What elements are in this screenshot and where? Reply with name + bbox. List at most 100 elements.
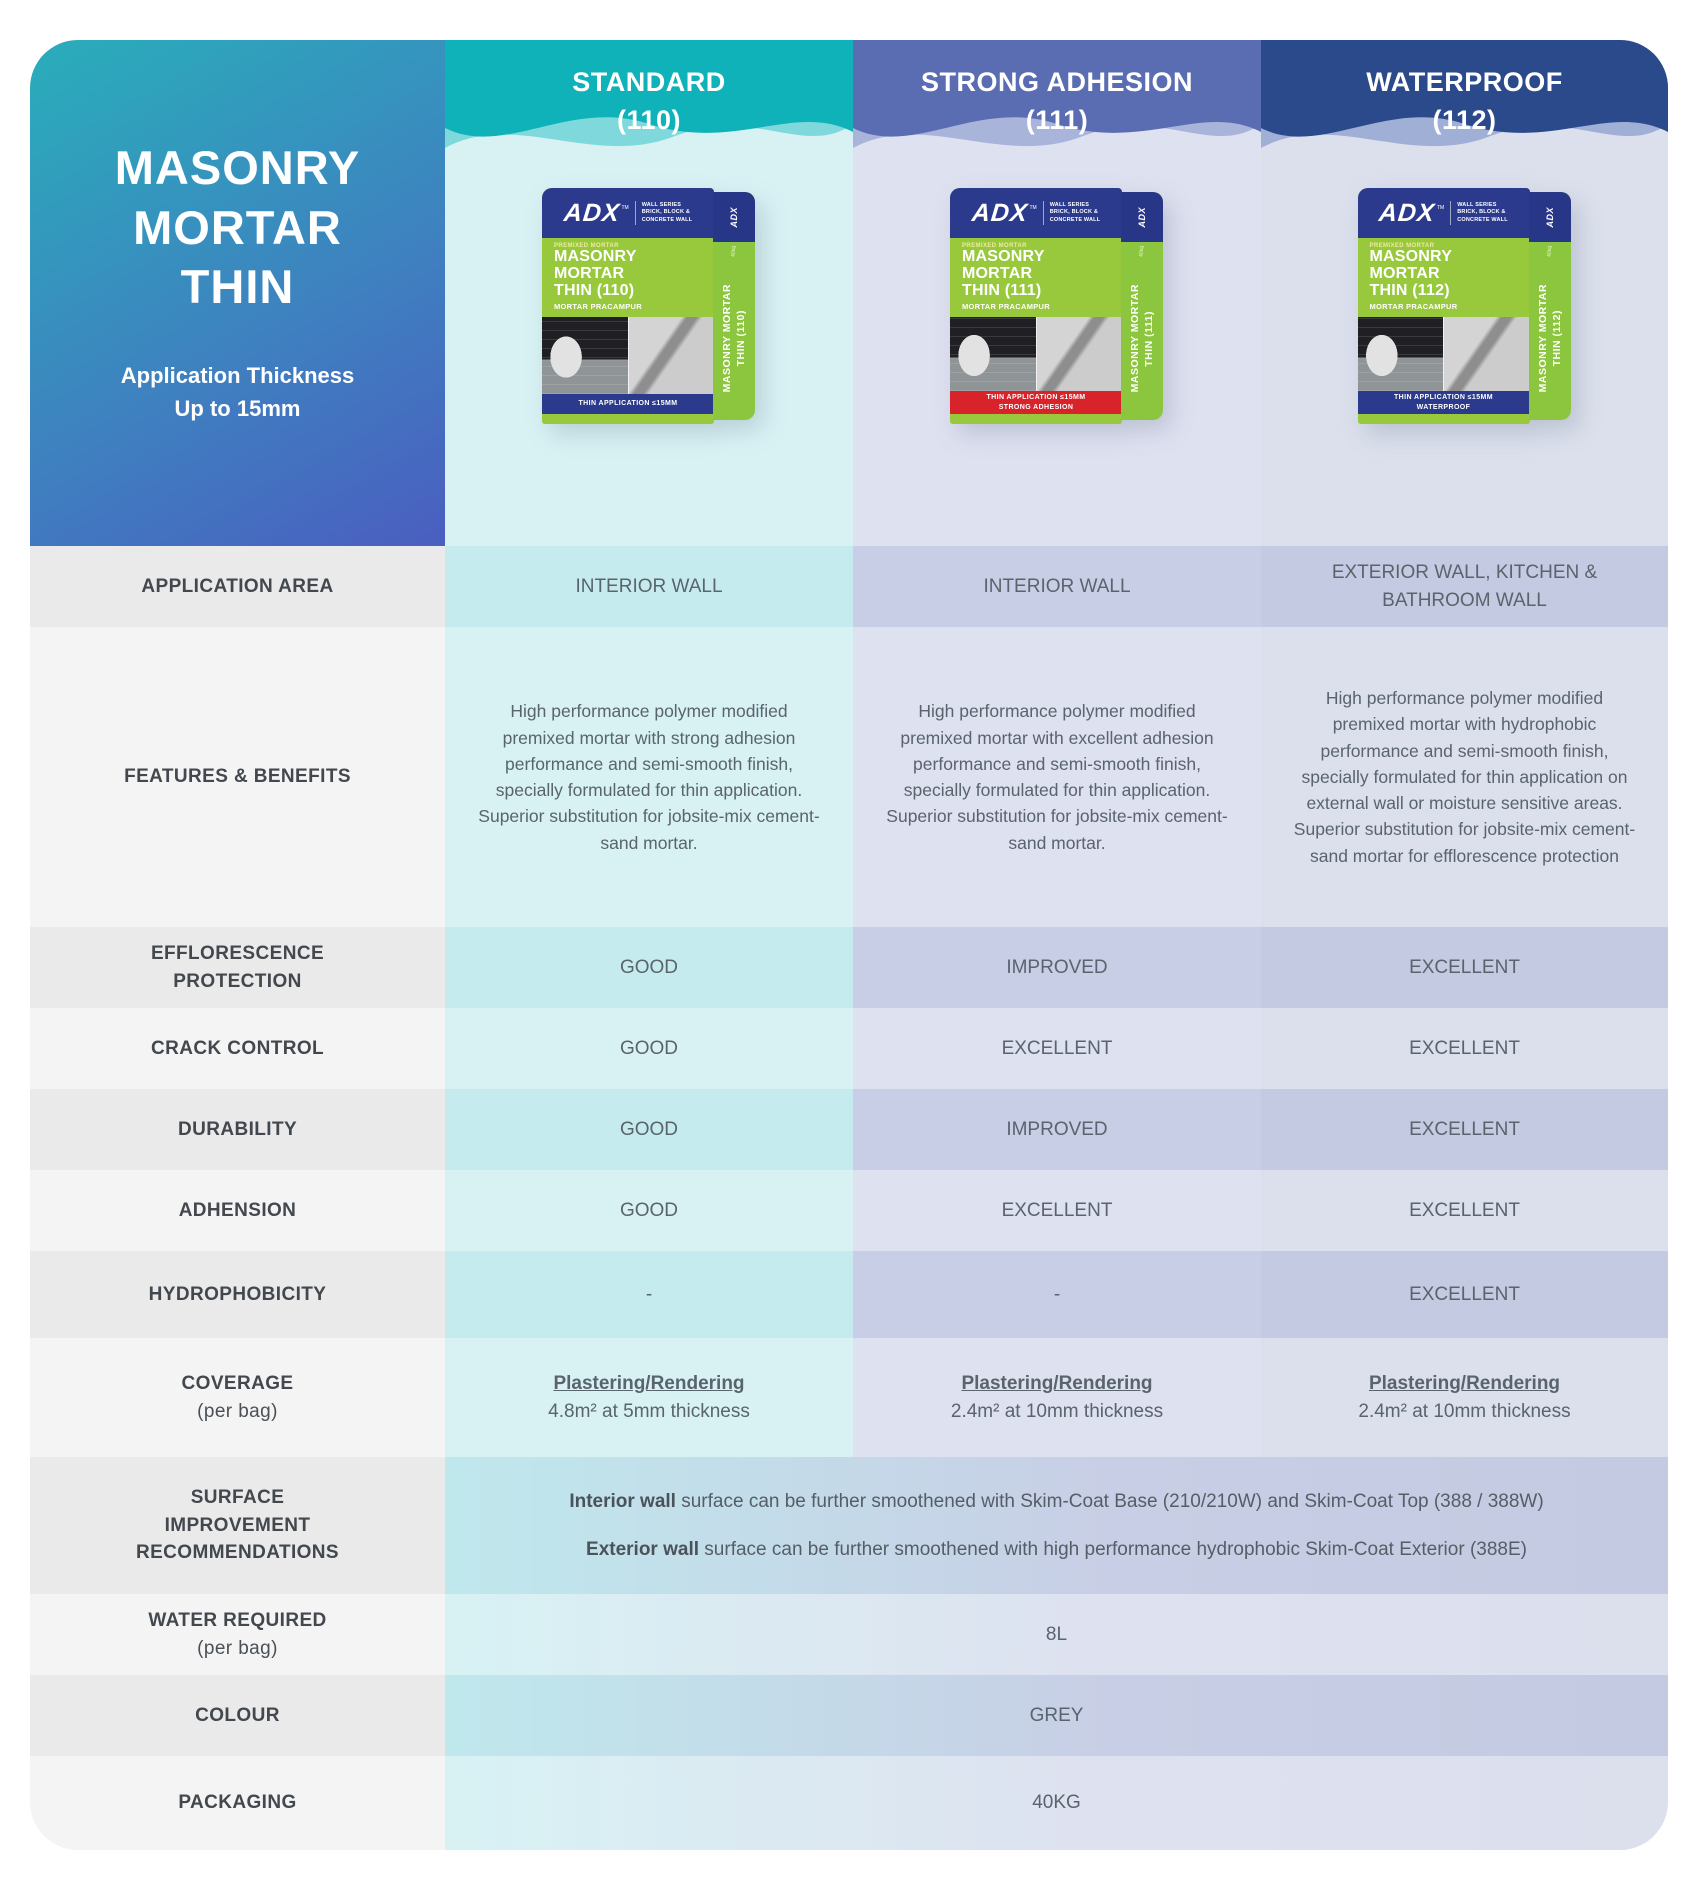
page-title-line: MORTAR (133, 200, 342, 254)
surface-recommendation-exterior: Exterior wall surface can be further smo… (586, 1538, 1527, 1560)
cell-adhension-strong-adhesion: EXCELLENT (853, 1170, 1261, 1251)
bag-brand-band: ADX TM WALL SERIES BRICK, BLOCK & CONCRE… (950, 188, 1122, 238)
cell-application-standard: INTERIOR WALL (445, 546, 853, 627)
page-title-line: MASONRY (114, 141, 361, 194)
bag-weight: 40kg (1546, 246, 1553, 257)
cell-application-waterproof: EXTERIOR WALL, KITCHEN & BATHROOM WALL (1261, 546, 1668, 627)
bag-side-name: MASONRY MORTAR THIN (111) (1129, 284, 1155, 393)
bag-series-text: WALL SERIES BRICK, BLOCK & CONCRETE WALL (1049, 202, 1101, 223)
divider (1450, 201, 1452, 225)
cell-hydrophobicity-waterproof: EXCELLENT (1261, 1251, 1668, 1338)
column-header-strong-adhesion: STRONG ADHESION (111) ADX TM WALL SERIES… (853, 40, 1261, 546)
bag-bottom-strip (542, 414, 714, 424)
product-bag-waterproof: ADX TM WALL SERIES BRICK, BLOCK & CONCRE… (1357, 188, 1572, 430)
cell-crack-waterproof: EXCELLENT (1261, 1008, 1668, 1089)
column-header-standard: STANDARD (110) ADX TM WALL SERIES BRICK,… (445, 40, 853, 546)
bag-name-panel: PREMIXED MORTAR MASONRY MORTAR THIN (110… (542, 238, 714, 318)
bag-side-name: MASONRY MORTAR THIN (112) (1536, 284, 1563, 393)
cell-crack-strong-adhesion: EXCELLENT (853, 1008, 1261, 1089)
cell-adhension-standard: GOOD (445, 1170, 853, 1251)
bricklaying-photo (950, 317, 1036, 392)
divider (1042, 201, 1044, 225)
adx-logo: ADX (562, 198, 622, 227)
bricklaying-photo (542, 317, 628, 394)
cell-features-strong-adhesion: High performance polymer modified premix… (853, 627, 1261, 927)
wave-decoration (1261, 40, 1668, 148)
bag-front: ADX TM WALL SERIES BRICK, BLOCK & CONCRE… (1357, 188, 1530, 424)
cell-durability-strong-adhesion: IMPROVED (853, 1089, 1261, 1170)
trowel-photo (627, 317, 714, 394)
trowel-photo (1443, 317, 1530, 392)
bag-series-text: WALL SERIES BRICK, BLOCK & CONCRETE WALL (641, 202, 693, 223)
cell-hydrophobicity-strong-adhesion: - (853, 1251, 1261, 1338)
cell-crack-standard: GOOD (445, 1008, 853, 1089)
cell-durability-waterproof: EXCELLENT (1261, 1089, 1668, 1170)
cell-efflorescence-standard: GOOD (445, 927, 853, 1008)
row-label-application-area: APPLICATION AREA (30, 546, 445, 627)
row-label-durability: DURABILITY (30, 1089, 445, 1170)
column-title-waterproof: WATERPROOF (112) (1366, 67, 1563, 135)
cell-features-standard: High performance polymer modified premix… (445, 627, 853, 927)
bag-name-panel: PREMIXED MORTAR MASONRY MORTAR THIN (111… (950, 238, 1122, 318)
row-label-surface-improvement: SURFACE IMPROVEMENT RECOMMENDATIONS (30, 1457, 445, 1594)
cell-surface-recommendations: Interior wall surface can be further smo… (445, 1457, 1668, 1594)
wave-decoration (445, 40, 853, 148)
row-label-colour: COLOUR (30, 1675, 445, 1756)
column-header-waterproof: WATERPROOF (112) ADX TM WALL SERIES BRIC… (1261, 40, 1668, 546)
row-label-crack-control: CRACK CONTROL (30, 1008, 445, 1089)
row-label-packaging: PACKAGING (30, 1756, 445, 1850)
row-label-features-benefits: FEATURES & BENEFITS (30, 627, 445, 927)
bag-photo-area (950, 317, 1122, 392)
row-label-hydrophobicity: HYDROPHOBICITY (30, 1251, 445, 1338)
bag-claim-band: THIN APPLICATION ≤15MM WATERPROOF (1357, 391, 1530, 414)
left-title-panel: MASONRY MORTAR THIN Application Thicknes… (30, 40, 445, 546)
cell-coverage-standard: Plastering/Rendering 4.8m² at 5mm thickn… (445, 1338, 853, 1457)
bag-photo-area (1357, 317, 1530, 392)
page-title-line: THIN (180, 260, 295, 314)
bricklaying-photo (1357, 317, 1443, 392)
cell-hydrophobicity-standard: - (445, 1251, 853, 1338)
adx-logo: ADX (1377, 198, 1437, 227)
bag-side-brand: ADX (1121, 192, 1163, 242)
row-label-efflorescence-protection: EFFLORESCENCE PROTECTION (30, 927, 445, 1008)
column-title-strong-adhesion: STRONG ADHESION (111) (920, 67, 1193, 135)
bag-side-brand: ADX (1528, 192, 1571, 242)
row-label-water-required: WATER REQUIRED (per bag) (30, 1594, 445, 1675)
bag-side-gusset: ADX 40kg MASONRY MORTAR THIN (110) (713, 192, 755, 420)
bag-side-gusset: ADX 40kg MASONRY MORTAR THIN (112) (1528, 192, 1571, 420)
bag-front: ADX TM WALL SERIES BRICK, BLOCK & CONCRE… (950, 188, 1122, 424)
bag-claim-band: THIN APPLICATION ≤15MM STRONG ADHESION (950, 391, 1122, 414)
page-title: MASONRY MORTAR THIN (115, 138, 361, 317)
bag-front: ADX TM WALL SERIES BRICK, BLOCK & CONCRE… (542, 188, 714, 424)
bag-weight: 40kg (1139, 246, 1145, 257)
bag-weight: 40kg (731, 246, 737, 257)
cell-application-strong-adhesion: INTERIOR WALL (853, 546, 1261, 627)
row-label-adhension: ADHENSION (30, 1170, 445, 1251)
wave-decoration (853, 40, 1261, 148)
column-title-standard: STANDARD (110) (572, 67, 726, 135)
bag-bottom-strip (1357, 414, 1530, 424)
bag-name-panel: PREMIXED MORTAR MASONRY MORTAR THIN (112… (1357, 238, 1530, 318)
row-label-coverage: COVERAGE (per bag) (30, 1338, 445, 1457)
bag-claim-band: THIN APPLICATION ≤15MM (542, 394, 714, 414)
cell-coverage-waterproof: Plastering/Rendering 2.4m² at 10mm thick… (1261, 1338, 1668, 1457)
bag-side-brand: ADX (713, 192, 755, 242)
divider (634, 201, 636, 225)
cell-colour: GREY (445, 1675, 1668, 1756)
bag-brand-band: ADX TM WALL SERIES BRICK, BLOCK & CONCRE… (1357, 188, 1530, 238)
bag-brand-band: ADX TM WALL SERIES BRICK, BLOCK & CONCRE… (542, 188, 714, 238)
cell-packaging: 40KG (445, 1756, 1668, 1850)
cell-features-waterproof: High performance polymer modified premix… (1261, 627, 1668, 927)
cell-adhension-waterproof: EXCELLENT (1261, 1170, 1668, 1251)
cell-durability-standard: GOOD (445, 1089, 853, 1170)
trowel-photo (1035, 317, 1122, 392)
product-bag-strong-adhesion: ADX TM WALL SERIES BRICK, BLOCK & CONCRE… (950, 188, 1164, 430)
bag-photo-area (542, 317, 714, 394)
product-bag-standard: ADX TM WALL SERIES BRICK, BLOCK & CONCRE… (542, 188, 756, 430)
page-subtitle: Application Thickness Up to 15mm (120, 363, 355, 422)
bag-bottom-strip (950, 414, 1122, 424)
adx-logo: ADX (970, 198, 1030, 227)
comparison-table-card: MASONRY MORTAR THIN Application Thicknes… (30, 40, 1668, 1850)
bag-side-name: MASONRY MORTAR THIN (110) (721, 284, 747, 393)
